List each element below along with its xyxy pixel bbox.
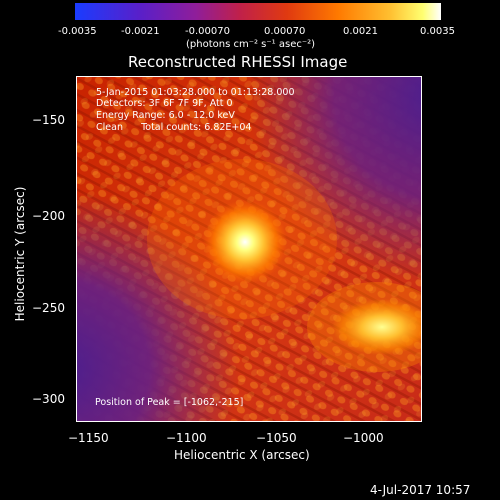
peak-position-annotation: Position of Peak = [-1062,-215] <box>95 397 244 408</box>
colorbar-gradient <box>75 3 441 20</box>
energy-range-annotation: Energy Range: 6.0 - 12.0 keV <box>96 110 235 121</box>
rhessi-image <box>77 77 421 421</box>
colorbar <box>75 3 441 20</box>
x-tick-label: −1000 <box>343 431 384 445</box>
colorbar-tick-label: 0.0021 <box>343 26 378 37</box>
x-tick-label: −1150 <box>68 431 109 445</box>
image-frame <box>76 76 422 422</box>
colorbar-tick-label: 0.00070 <box>264 26 306 37</box>
x-axis-label: Heliocentric X (arcsec) <box>174 448 310 462</box>
colorbar-tick-label: -0.0035 <box>58 26 97 37</box>
x-tick-label: −1100 <box>166 431 207 445</box>
clean-counts-annotation: Clean Total counts: 6.82E+04 <box>96 122 252 133</box>
colorbar-tick-label: -0.0021 <box>121 26 160 37</box>
image-title: Reconstructed RHESSI Image <box>128 53 348 71</box>
peak-source <box>203 200 287 284</box>
y-tick-label: −200 <box>32 209 65 223</box>
x-tick-label: −1050 <box>256 431 297 445</box>
y-tick-label: −150 <box>32 113 65 127</box>
colorbar-units: (photons cm⁻² s⁻¹ asec⁻²) <box>186 39 316 50</box>
colorbar-tick-label: -0.00070 <box>185 26 230 37</box>
detectors-annotation: Detectors: 3F 6F 7F 9F, Att 0 <box>96 98 233 109</box>
y-tick-label: −300 <box>32 392 65 406</box>
footer-date: 4-Jul-2017 10:57 <box>370 483 471 497</box>
time-range-annotation: 5-Jan-2015 01:03:28.000 to 01:13:28.000 <box>96 87 295 98</box>
colorbar-tick-label: 0.0035 <box>420 26 455 37</box>
y-tick-label: −250 <box>32 301 65 315</box>
